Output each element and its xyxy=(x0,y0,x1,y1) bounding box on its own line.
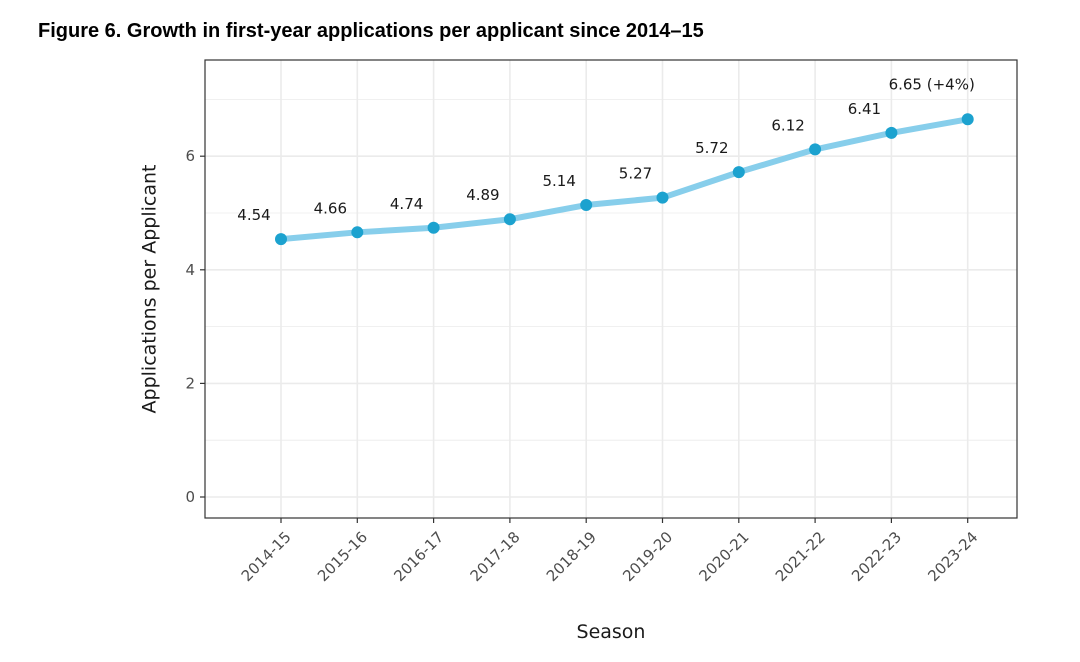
data-point xyxy=(885,126,898,139)
x-tick-label: 2016-17 xyxy=(390,528,447,585)
data-label: 6.12 xyxy=(771,116,804,134)
x-tick-label: 2014-15 xyxy=(238,528,295,585)
data-point xyxy=(427,221,440,234)
x-tick-label: 2015-16 xyxy=(314,528,371,585)
data-point xyxy=(275,233,287,246)
x-tick-label: 2021-22 xyxy=(772,528,829,585)
x-tick-label: 2023-24 xyxy=(924,528,981,585)
data-point xyxy=(580,199,593,212)
data-label: 4.74 xyxy=(390,195,423,213)
data-points xyxy=(275,113,974,246)
y-tick-label: 6 xyxy=(185,147,195,165)
data-label: 6.41 xyxy=(848,100,881,118)
data-label: 5.14 xyxy=(542,172,575,190)
series-line xyxy=(278,116,971,243)
data-label: 4.54 xyxy=(237,206,270,224)
data-point xyxy=(351,226,364,239)
x-tick-label: 2022-23 xyxy=(848,528,905,585)
x-tick-label: 2019-20 xyxy=(619,528,676,585)
y-tick-label: 2 xyxy=(185,374,195,392)
y-tick-label: 0 xyxy=(185,488,195,506)
data-point xyxy=(656,191,669,204)
y-axis-title: Applications per Applicant xyxy=(139,165,161,414)
x-tick-label: 2018-19 xyxy=(543,528,600,585)
data-point xyxy=(503,213,516,226)
data-point xyxy=(961,113,974,126)
panel-border xyxy=(204,59,1018,519)
y-axis: 0 2 4 6 xyxy=(185,147,205,506)
data-label: 4.89 xyxy=(466,186,499,204)
data-label: 5.27 xyxy=(619,165,652,183)
y-tick-label: 4 xyxy=(185,261,195,279)
x-axis: 2014-15 2015-16 2016-17 2017-18 2018-19 2019-… xyxy=(238,518,981,585)
data-label: 4.66 xyxy=(314,199,347,217)
gridlines xyxy=(205,60,1017,518)
data-point xyxy=(809,143,822,156)
figure-title: Figure 6. Growth in first-year applicati… xyxy=(38,20,704,42)
data-point xyxy=(732,166,745,179)
data-label: 5.72 xyxy=(695,139,728,157)
x-tick-label: 2020-21 xyxy=(695,528,752,585)
data-labels: 4.54 4.66 4.74 4.89 5.14 5.27 5.72 6.12 6.41 6.65… xyxy=(237,75,975,224)
data-label: 6.65 (+4%) xyxy=(889,75,975,93)
x-axis-title: Season xyxy=(577,621,646,643)
x-tick-label: 2017-18 xyxy=(467,528,524,585)
